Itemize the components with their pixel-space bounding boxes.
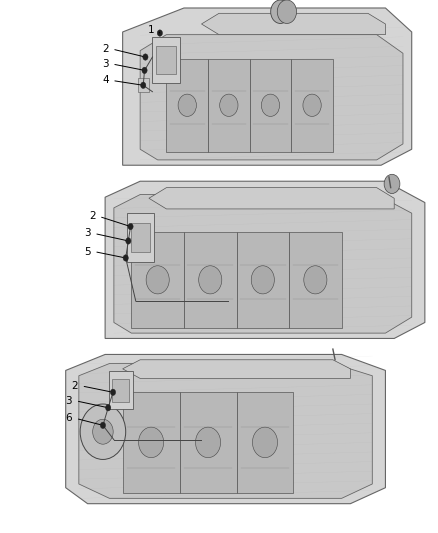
Bar <box>138 78 149 92</box>
Bar <box>291 59 333 152</box>
Circle shape <box>142 67 147 74</box>
Polygon shape <box>66 354 385 504</box>
Bar <box>237 232 289 328</box>
Circle shape <box>195 427 221 458</box>
Text: 3: 3 <box>102 59 109 69</box>
Bar <box>250 59 291 152</box>
Bar <box>289 232 342 328</box>
Circle shape <box>110 389 116 395</box>
Bar <box>109 371 133 409</box>
Bar <box>180 392 237 493</box>
Circle shape <box>100 422 106 429</box>
Bar <box>166 59 208 152</box>
Text: 4: 4 <box>102 76 109 85</box>
Text: 3: 3 <box>66 396 72 406</box>
Circle shape <box>277 0 297 23</box>
Polygon shape <box>105 181 425 338</box>
Circle shape <box>261 94 279 116</box>
Circle shape <box>178 94 196 116</box>
Bar <box>156 46 176 74</box>
Bar <box>112 378 129 402</box>
Bar <box>237 392 293 493</box>
Polygon shape <box>149 188 394 209</box>
Polygon shape <box>79 364 372 498</box>
Text: 2: 2 <box>71 381 78 391</box>
Text: 5: 5 <box>84 247 91 256</box>
Bar <box>131 223 150 253</box>
Bar <box>208 59 250 152</box>
Circle shape <box>304 266 327 294</box>
Circle shape <box>251 266 274 294</box>
Bar <box>184 232 237 328</box>
Bar <box>127 213 154 262</box>
Circle shape <box>126 238 131 244</box>
Text: 2: 2 <box>102 44 109 54</box>
Circle shape <box>199 266 222 294</box>
Circle shape <box>252 427 278 458</box>
Circle shape <box>303 94 321 116</box>
Polygon shape <box>123 360 350 378</box>
Circle shape <box>271 0 290 23</box>
Text: 2: 2 <box>89 212 95 221</box>
Circle shape <box>123 255 128 261</box>
Circle shape <box>157 30 162 36</box>
Polygon shape <box>140 35 403 160</box>
Polygon shape <box>201 13 385 35</box>
Circle shape <box>141 82 146 88</box>
Circle shape <box>80 404 126 459</box>
Polygon shape <box>114 195 412 333</box>
Polygon shape <box>123 8 412 165</box>
Circle shape <box>128 223 133 230</box>
Circle shape <box>384 174 400 193</box>
Text: 1: 1 <box>148 25 154 35</box>
Circle shape <box>143 54 148 60</box>
Circle shape <box>106 405 111 411</box>
Circle shape <box>220 94 238 116</box>
Circle shape <box>93 419 113 444</box>
Circle shape <box>138 427 164 458</box>
Bar <box>152 37 180 83</box>
Text: 3: 3 <box>84 229 91 238</box>
Bar <box>123 392 180 493</box>
Text: 6: 6 <box>66 414 72 423</box>
Bar <box>131 232 184 328</box>
Circle shape <box>146 266 169 294</box>
